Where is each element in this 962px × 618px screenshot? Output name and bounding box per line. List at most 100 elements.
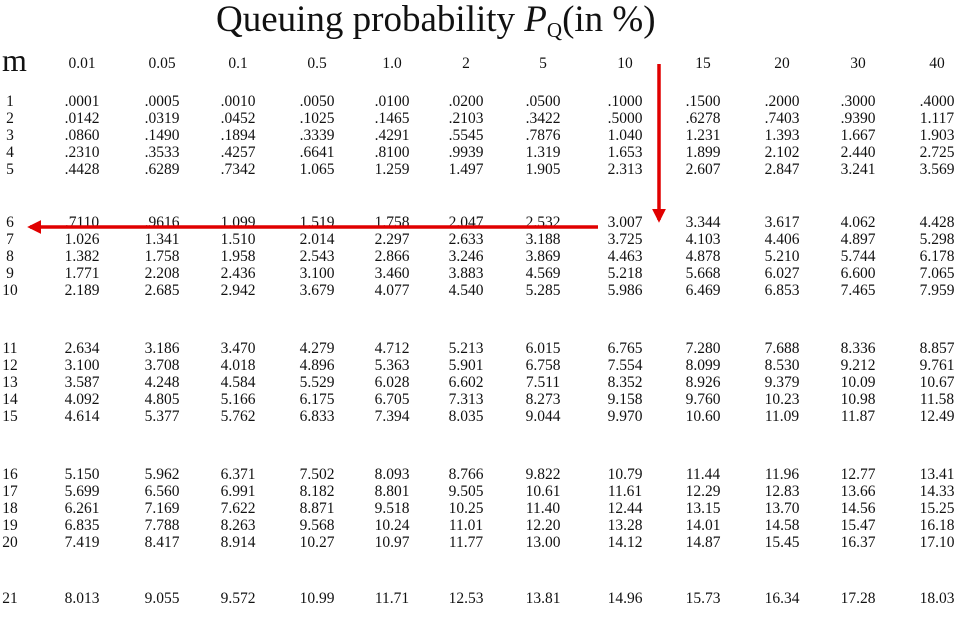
- table-cell: 6.602: [448, 374, 484, 391]
- table-cell: 4.062: [840, 214, 876, 231]
- table-cell: .3533: [144, 144, 180, 161]
- table-cell: 7.554: [607, 357, 643, 374]
- table-cell: .6289: [144, 161, 180, 178]
- table-cell: 8.801: [374, 483, 410, 500]
- table-cell: 3.241: [840, 161, 876, 178]
- table-cell: 7.959: [919, 282, 955, 299]
- table-cell: 2.297: [374, 231, 410, 248]
- table-cell: 7.313: [448, 391, 484, 408]
- row-label: 11: [2, 340, 18, 357]
- table-cell: .0500: [525, 93, 561, 110]
- table-cell: 11.44: [685, 466, 721, 483]
- table-cell: 4.103: [685, 231, 721, 248]
- table-cell: 8.926: [685, 374, 721, 391]
- table-cell: 2.189: [64, 282, 100, 299]
- table-cell: 9.572: [220, 590, 256, 607]
- table-cell: .1465: [374, 110, 410, 127]
- table-cell: 16.34: [764, 590, 800, 607]
- table-cell: 10.98: [840, 391, 876, 408]
- table-cell: 5.218: [607, 265, 643, 282]
- table-cell: 1.497: [448, 161, 484, 178]
- table-cell: 14.87: [685, 534, 721, 551]
- table-cell: 9.158: [607, 391, 643, 408]
- row-label: 14: [2, 391, 18, 408]
- table-cell: .1000: [607, 93, 643, 110]
- table-cell: 2.607: [685, 161, 721, 178]
- table-cell: .8100: [374, 144, 410, 161]
- table-cell: 4.018: [220, 357, 256, 374]
- table-cell: 14.56: [840, 500, 876, 517]
- table-cell: 1.667: [840, 127, 876, 144]
- table-cell: 3.869: [525, 248, 561, 265]
- table-cell: 7.502: [299, 466, 335, 483]
- table-cell: 6.853: [764, 282, 800, 299]
- table-cell: 3.007: [607, 214, 643, 231]
- table-cell: 1.319: [525, 144, 561, 161]
- table-cell: 6.175: [299, 391, 335, 408]
- table-cell: 5.213: [448, 340, 484, 357]
- table-cell: 4.712: [374, 340, 410, 357]
- table-cell: 8.182: [299, 483, 335, 500]
- table-cell: 6.469: [685, 282, 721, 299]
- table-cell: .0100: [374, 93, 410, 110]
- table-cell: 3.679: [299, 282, 335, 299]
- table-cell: 8.352: [607, 374, 643, 391]
- table-cell: .4000: [919, 93, 955, 110]
- table-cell: 3.344: [685, 214, 721, 231]
- table-cell: .0010: [220, 93, 256, 110]
- table-cell: 7.688: [764, 340, 800, 357]
- table-cell: 5.699: [64, 483, 100, 500]
- table-cell: 10.99: [299, 590, 335, 607]
- table-cell: 3.470: [220, 340, 256, 357]
- table-cell: 5.668: [685, 265, 721, 282]
- table-cell: 6.015: [525, 340, 561, 357]
- table-cell: 8.263: [220, 517, 256, 534]
- table-cell: 1.771: [64, 265, 100, 282]
- row-label: 21: [2, 590, 18, 607]
- table-cell: .7342: [220, 161, 256, 178]
- table-cell: 1.905: [525, 161, 561, 178]
- table-cell: .7403: [764, 110, 800, 127]
- table-cell: 11.09: [764, 408, 800, 425]
- table-cell: .6641: [299, 144, 335, 161]
- row-label: 20: [2, 534, 18, 551]
- table-cell: 15.25: [919, 500, 955, 517]
- table-cell: .4257: [220, 144, 256, 161]
- table-cell: 8.099: [685, 357, 721, 374]
- table-cell: 6.028: [374, 374, 410, 391]
- table-cell: .9939: [448, 144, 484, 161]
- table-cell: 10.09: [840, 374, 876, 391]
- table-cell: 7.419: [64, 534, 100, 551]
- table-cell: 8.013: [64, 590, 100, 607]
- table-cell: .6278: [685, 110, 721, 127]
- table-cell: 4.463: [607, 248, 643, 265]
- table-cell: 4.248: [144, 374, 180, 391]
- table-cell: 12.53: [448, 590, 484, 607]
- row-label: 5: [6, 161, 14, 178]
- table-cell: 1.026: [64, 231, 100, 248]
- table-cell: 11.71: [374, 590, 410, 607]
- table-cell: 6.178: [919, 248, 955, 265]
- table-cell: 9.055: [144, 590, 180, 607]
- table-cell: 9.822: [525, 466, 561, 483]
- table-cell: 9.568: [299, 517, 335, 534]
- table-cell: 7.065: [919, 265, 955, 282]
- row-label: 10: [2, 282, 18, 299]
- table-cell: .0860: [64, 127, 100, 144]
- table-cell: 11.87: [840, 408, 876, 425]
- table-cell: 3.883: [448, 265, 484, 282]
- row-label: 8: [6, 248, 14, 265]
- table-cell: .2000: [764, 93, 800, 110]
- table-cell: 7.280: [685, 340, 721, 357]
- table-cell: 5.962: [144, 466, 180, 483]
- table-cell: .1490: [144, 127, 180, 144]
- table-cell: 4.569: [525, 265, 561, 282]
- table-cell: 4.279: [299, 340, 335, 357]
- table-cell: 10.24: [374, 517, 410, 534]
- table-cell: 8.766: [448, 466, 484, 483]
- table-cell: 8.273: [525, 391, 561, 408]
- table-cell: 13.41: [919, 466, 955, 483]
- table-cell: 3.617: [764, 214, 800, 231]
- table-cell: 11.58: [919, 391, 955, 408]
